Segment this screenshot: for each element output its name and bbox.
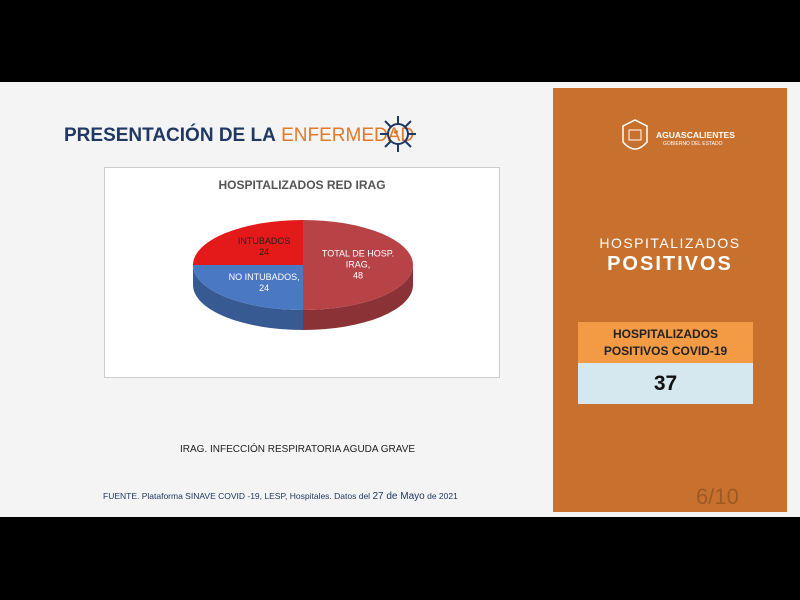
logo-name: AGUASCALIENTES [656,130,735,140]
slide-title: PRESENTACIÓN DE LA ENFERMEDAD [64,125,414,147]
table-value: 37 [578,363,753,404]
table-header: HOSPITALIZADOS POSITIVOS COVID-19 [578,322,753,363]
title-light: ENFERMEDAD [281,125,415,146]
page-number: 6/10 [696,484,739,509]
logo-sub: GOBIERNO DEL ESTADO [663,141,723,147]
chart-frame: HOSPITALIZADOS RED IRAG TOTAL DE HOSP. I… [104,167,500,378]
table-header-line: POSITIVOS COVID-19 [603,344,728,358]
logo-emblem [622,119,648,150]
pie-chart [193,220,413,330]
slice-category: INTUBADOS [237,236,291,247]
slice-category: NO INTUBADOS, [228,271,300,282]
slice-label: TOTAL DE HOSP. IRAG, 48 [313,249,403,282]
source: FUENTE. Plataforma SINAVE COVID -19, LES… [103,491,458,502]
slice-category: TOTAL DE HOSP. IRAG, [321,248,395,270]
slice [193,220,303,265]
slice-side [193,265,303,330]
heading-1: HOSPITALIZADOS [599,235,741,251]
heading-2: POSITIVOS [607,253,733,275]
note: IRAG. INFECCIÓN RESPIRATORIA AGUDA GRAVE [180,444,416,455]
title-bold: PRESENTACIÓN DE LA [64,125,276,146]
slice-value: 48 [352,270,363,281]
slice-value: 24 [259,282,270,293]
slice [303,220,413,310]
slice-value: 24 [259,247,270,258]
side-panel: AGUASCALIENTES GOBIERNO DEL ESTADO HOSPI… [553,88,787,512]
pie-labels: TOTAL DE HOSP. IRAG, 48 NO INTUBADOS, 24 INT… [105,168,499,377]
table-header-line: HOSPITALIZADOS [612,327,719,341]
slice-label: NO INTUBADOS, 24 [219,272,309,294]
slice [193,265,303,310]
chart-title: HOSPITALIZADOS RED IRAG [218,178,386,192]
slice-label: INTUBADOS 24 [219,236,309,258]
virus-icon [380,116,416,152]
source-date: 27 de Mayo [372,491,425,502]
source-text: FUENTE. Plataforma SINAVE COVID -19, LES… [103,491,371,501]
source-year: de 2021 [427,491,458,501]
slice-side [303,265,413,330]
